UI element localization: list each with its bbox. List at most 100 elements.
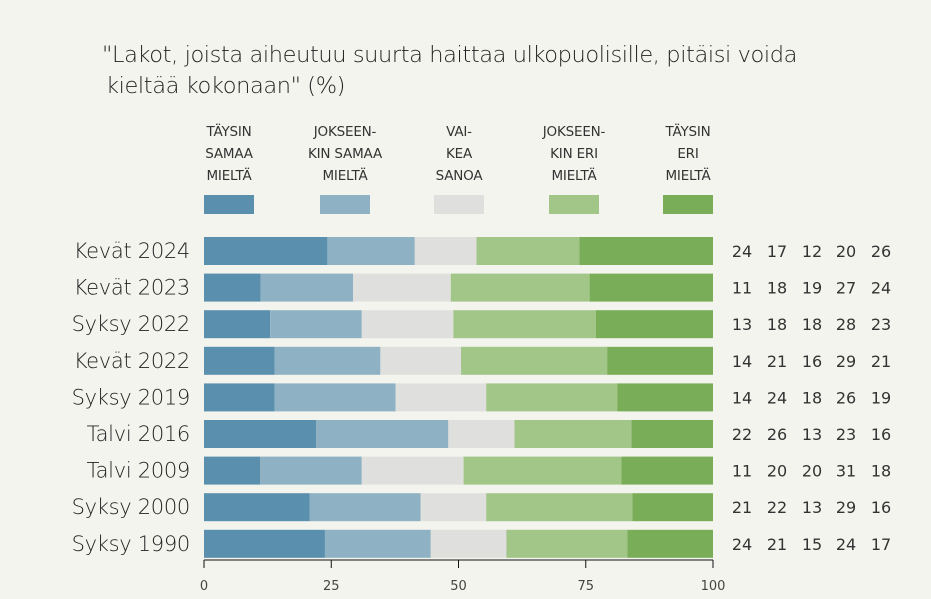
legend-swatch — [549, 195, 599, 214]
legend-item-taysin-eri: TÄYSIN ERI MIELTÄ — [633, 121, 743, 214]
x-tick-label: 100 — [701, 579, 726, 594]
value-label: 23 — [836, 425, 856, 444]
bar-segment — [315, 420, 449, 448]
value-label: 14 — [732, 352, 752, 371]
bar-segment — [430, 529, 507, 558]
value-label: 13 — [732, 315, 752, 334]
bar-segment — [204, 456, 260, 485]
bar-segment — [486, 493, 633, 522]
value-label: 27 — [836, 279, 856, 298]
bar-segment — [204, 493, 310, 522]
bar-segment — [204, 237, 328, 265]
bar-segment — [579, 237, 713, 265]
value-label: 18 — [871, 462, 891, 481]
bar-segment — [463, 456, 622, 485]
legend-label-line: ERI — [677, 146, 699, 162]
value-label: 13 — [802, 498, 822, 517]
value-label: 20 — [836, 242, 856, 261]
bar-segment — [274, 346, 381, 375]
value-label: 18 — [767, 315, 787, 334]
value-label: 21 — [767, 535, 787, 554]
bar-segment — [607, 346, 713, 375]
legend-item-jokseenkin-samaa: JOKSEEN- KIN SAMAA MIELTÄ — [290, 121, 400, 214]
value-label: 21 — [767, 352, 787, 371]
value-label: 22 — [767, 498, 787, 517]
value-label: 31 — [836, 462, 856, 481]
category-label: Kevät 2022 — [74, 349, 190, 373]
category-label: Talvi 2009 — [87, 459, 190, 483]
bar-segment — [380, 346, 462, 375]
value-label: 12 — [802, 242, 822, 261]
value-label: 29 — [836, 352, 856, 371]
legend-label-line: SAMAA — [205, 146, 253, 162]
bar-segment — [324, 529, 431, 558]
bar-segment — [260, 273, 354, 302]
legend-label-line: TÄYSIN — [665, 124, 711, 140]
bar-segment — [617, 383, 713, 412]
bar-segment — [395, 383, 487, 412]
bar-segment — [450, 273, 590, 302]
bar-segment — [514, 420, 632, 448]
bar-segment — [204, 420, 316, 448]
legend-label-line: MIELTÄ — [322, 168, 368, 184]
legend-label: VAI- KEA SANOA — [404, 121, 514, 187]
category-label: Syksy 2000 — [72, 495, 190, 519]
bar-segment — [595, 310, 713, 339]
bar-segment — [461, 346, 608, 375]
value-label: 22 — [732, 425, 752, 444]
value-label: 21 — [871, 352, 891, 371]
value-label: 18 — [802, 315, 822, 334]
chart-title-line-1: "Lakot, joista aiheutuu suurta haittaa u… — [102, 42, 798, 68]
bar-segment — [361, 456, 464, 485]
legend-item-jokseenkin-eri: JOKSEEN- KIN ERI MIELTÄ — [519, 121, 629, 214]
value-label: 24 — [732, 242, 752, 261]
legend-label-line: KIN SAMAA — [308, 146, 382, 162]
value-label: 26 — [836, 388, 856, 407]
value-label: 15 — [802, 535, 822, 554]
value-label: 24 — [836, 535, 856, 554]
bar-segment — [621, 456, 713, 485]
legend-label-line: KIN ERI — [550, 146, 598, 162]
legend-swatch — [204, 195, 254, 214]
value-label: 11 — [732, 462, 752, 481]
legend-label: TÄYSIN ERI MIELTÄ — [633, 121, 743, 187]
legend-label-line: JOKSEEN- — [542, 124, 606, 140]
bar-segment — [589, 273, 713, 302]
bar-segment — [327, 237, 415, 265]
value-label: 23 — [871, 315, 891, 334]
legend-swatch — [663, 195, 713, 214]
bar-segment — [420, 493, 487, 522]
value-label: 26 — [871, 242, 891, 261]
legend-label-line: MIELTÄ — [665, 168, 711, 184]
chart-title-line-2: kieltää kokonaan" (%) — [106, 73, 346, 99]
legend-label-line: VAI- — [446, 124, 472, 140]
legend-label-line: JOKSEEN- — [313, 124, 377, 140]
bar-segment — [627, 529, 713, 558]
x-tick-label: 50 — [450, 579, 467, 594]
category-label: Kevät 2023 — [74, 276, 190, 300]
legend-label: JOKSEEN- KIN SAMAA MIELTÄ — [290, 121, 400, 187]
bar-segment — [204, 310, 271, 339]
bar-segment — [476, 237, 580, 265]
bar-segment — [274, 383, 396, 412]
category-label: Syksy 2019 — [72, 385, 190, 409]
legend-item-vaikea-sanoa: VAI- KEA SANOA — [404, 121, 514, 214]
legend-label: TÄYSIN SAMAA MIELTÄ — [174, 121, 284, 187]
value-label: 14 — [732, 388, 752, 407]
value-label: 17 — [767, 242, 787, 261]
bar-segment — [486, 383, 618, 412]
value-label: 29 — [836, 498, 856, 517]
bar-segment — [270, 310, 362, 339]
category-label: Talvi 2016 — [87, 422, 190, 446]
value-label: 28 — [836, 315, 856, 334]
bar-segment — [204, 273, 261, 302]
value-label: 20 — [767, 462, 787, 481]
legend-label-line: TÄYSIN — [206, 124, 252, 140]
bar-segment — [353, 273, 451, 302]
value-label: 19 — [871, 388, 891, 407]
bar-segment — [361, 310, 454, 339]
legend-label-line: MIELTÄ — [206, 168, 252, 184]
bar-segment — [631, 420, 713, 448]
bar-segment — [453, 310, 596, 339]
